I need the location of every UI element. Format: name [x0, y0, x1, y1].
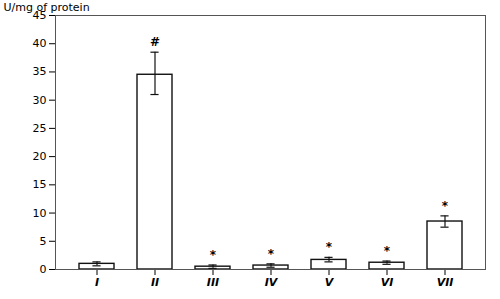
svg-text:*: * — [384, 244, 391, 258]
svg-text:5: 5 — [40, 235, 47, 248]
svg-text:25: 25 — [33, 122, 47, 135]
svg-text:*: * — [442, 199, 449, 213]
svg-text:40: 40 — [33, 37, 47, 50]
svg-text:I: I — [95, 276, 99, 289]
svg-text:U/mg of protein: U/mg of protein — [4, 1, 90, 14]
svg-text:35: 35 — [33, 65, 47, 78]
svg-text:15: 15 — [33, 178, 47, 191]
svg-text:45: 45 — [32, 9, 47, 22]
svg-text:0: 0 — [40, 263, 47, 276]
svg-text:VI: VI — [381, 276, 394, 289]
svg-text:III: III — [207, 276, 219, 289]
svg-text:IV: IV — [265, 276, 279, 289]
svg-text:II: II — [151, 276, 159, 289]
svg-text:*: * — [326, 240, 333, 254]
svg-text:V: V — [325, 276, 335, 289]
svg-text:VII: VII — [437, 276, 454, 289]
svg-text:#: # — [150, 35, 160, 49]
svg-text:20: 20 — [33, 150, 47, 163]
svg-text:*: * — [268, 247, 275, 261]
svg-text:10: 10 — [33, 207, 47, 220]
svg-text:*: * — [210, 248, 217, 262]
svg-text:30: 30 — [33, 94, 47, 107]
